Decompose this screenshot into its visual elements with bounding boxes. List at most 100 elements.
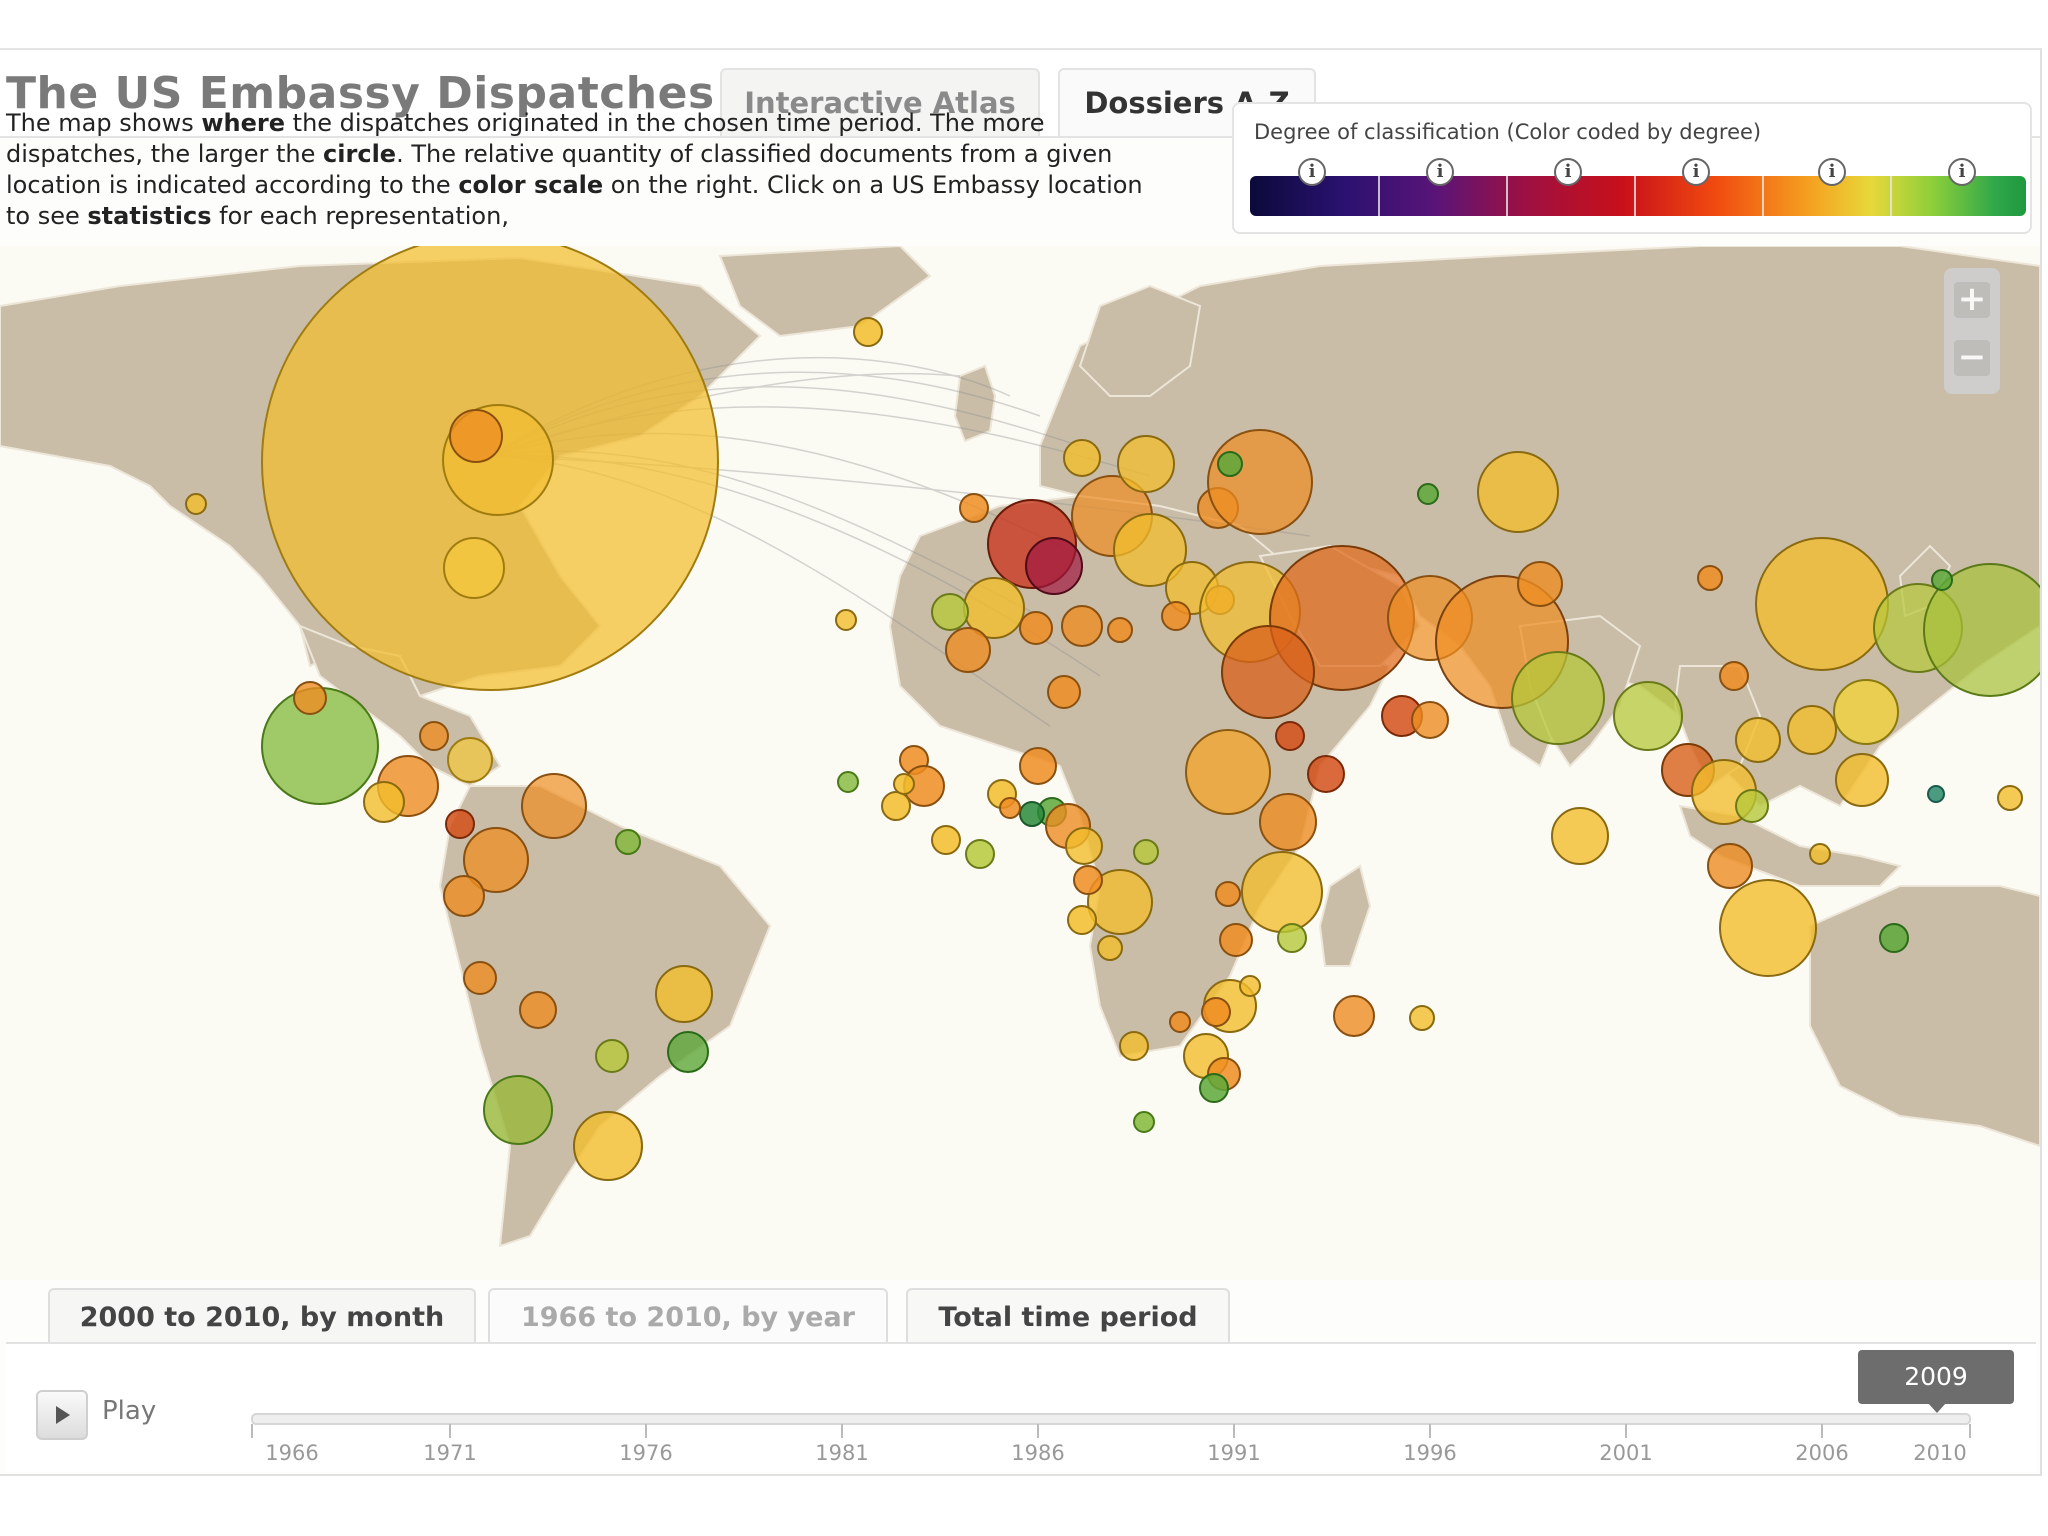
- embassy-circle[interactable]: [1931, 569, 1953, 591]
- embassy-circle[interactable]: [893, 773, 915, 795]
- embassy-circle[interactable]: [1219, 923, 1253, 957]
- embassy-circle[interactable]: [1517, 561, 1563, 607]
- info-icon[interactable]: i: [1818, 158, 1846, 186]
- embassy-circle[interactable]: [1207, 429, 1313, 535]
- embassy-circle[interactable]: [1277, 923, 1307, 953]
- embassy-circle[interactable]: [521, 773, 587, 839]
- timeline-track[interactable]: [251, 1413, 1971, 1425]
- embassy-circle[interactable]: [965, 839, 995, 869]
- embassy-circle[interactable]: [1201, 997, 1231, 1027]
- info-icon[interactable]: i: [1682, 158, 1710, 186]
- embassy-circle[interactable]: [615, 829, 641, 855]
- embassy-circle[interactable]: [1199, 1073, 1229, 1103]
- embassy-circle-jakarta[interactable]: [1719, 879, 1817, 977]
- embassy-circle[interactable]: [881, 791, 911, 821]
- embassy-circle[interactable]: [1735, 789, 1769, 823]
- embassy-circle[interactable]: [573, 1111, 643, 1181]
- embassy-circle[interactable]: [1307, 755, 1345, 793]
- embassy-circle[interactable]: [449, 409, 503, 463]
- embassy-circle[interactable]: [1927, 785, 1945, 803]
- embassy-circle[interactable]: [519, 991, 557, 1029]
- embassy-circle[interactable]: [419, 721, 449, 751]
- selected-year-tooltip[interactable]: 2009: [1858, 1350, 2014, 1404]
- embassy-circle[interactable]: [1417, 483, 1439, 505]
- embassy-circle[interactable]: [1107, 617, 1133, 643]
- embassy-circle[interactable]: [1161, 601, 1191, 631]
- embassy-circle[interactable]: [1061, 605, 1103, 647]
- embassy-circle[interactable]: [1019, 801, 1045, 827]
- embassy-circle-beijing[interactable]: [1755, 537, 1889, 671]
- zoom-out-button[interactable]: −: [1954, 340, 1990, 376]
- zoom-in-button[interactable]: +: [1954, 282, 1990, 318]
- embassy-circle[interactable]: [1087, 869, 1153, 935]
- embassy-circle[interactable]: [1133, 839, 1159, 865]
- play-button[interactable]: [36, 1390, 88, 1440]
- embassy-circle[interactable]: [655, 965, 713, 1023]
- embassy-circle[interactable]: [931, 825, 961, 855]
- tab-interactive-atlas[interactable]: Interactive Atlas: [720, 68, 1040, 136]
- info-icon[interactable]: i: [1948, 158, 1976, 186]
- embassy-circle[interactable]: [1333, 995, 1375, 1037]
- embassy-circle[interactable]: [945, 627, 991, 673]
- embassy-circle[interactable]: [999, 797, 1021, 819]
- embassy-circle[interactable]: [1019, 747, 1057, 785]
- embassy-circle[interactable]: [1735, 717, 1781, 763]
- embassy-circle[interactable]: [1185, 729, 1271, 815]
- tab-total-period[interactable]: Total time period: [906, 1288, 1230, 1344]
- embassy-circle[interactable]: [443, 537, 505, 599]
- world-map-canvas[interactable]: [0, 246, 2040, 1280]
- embassy-circle[interactable]: [853, 317, 883, 347]
- embassy-circle[interactable]: [445, 809, 475, 839]
- embassy-circle[interactable]: [1221, 625, 1315, 719]
- dispatch-circles[interactable]: [185, 246, 2040, 1181]
- embassy-circle[interactable]: [1477, 451, 1559, 533]
- embassy-circle[interactable]: [463, 961, 497, 995]
- embassy-circle[interactable]: [1063, 439, 1101, 477]
- embassy-circle[interactable]: [363, 781, 405, 823]
- embassy-circle[interactable]: [1835, 753, 1889, 807]
- embassy-circle[interactable]: [1241, 851, 1323, 933]
- embassy-circle[interactable]: [1169, 1011, 1191, 1033]
- embassy-circle[interactable]: [595, 1039, 629, 1073]
- embassy-circle[interactable]: [1097, 935, 1123, 961]
- embassy-circle[interactable]: [483, 1075, 553, 1145]
- world-map[interactable]: [0, 246, 2040, 1280]
- embassy-circle-tokyo[interactable]: [1923, 563, 2040, 697]
- embassy-circle[interactable]: [293, 681, 327, 715]
- embassy-circle[interactable]: [1551, 807, 1609, 865]
- embassy-circle[interactable]: [1259, 793, 1317, 851]
- embassy-circle[interactable]: [1879, 923, 1909, 953]
- embassy-circle[interactable]: [1119, 1031, 1149, 1061]
- embassy-circle[interactable]: [1117, 435, 1175, 493]
- timeline-slider[interactable]: 1966 1971 1976 1981 1986 1991 1996 2001 …: [240, 1400, 2000, 1470]
- embassy-circle[interactable]: [1613, 681, 1683, 751]
- embassy-circle[interactable]: [837, 771, 859, 793]
- embassy-circle[interactable]: [1217, 451, 1243, 477]
- embassy-circle[interactable]: [1073, 865, 1103, 895]
- embassy-circle[interactable]: [1833, 679, 1899, 745]
- embassy-circle[interactable]: [1697, 565, 1723, 591]
- embassy-circle[interactable]: [1719, 661, 1749, 691]
- embassy-circle[interactable]: [1411, 701, 1449, 739]
- embassy-circle[interactable]: [931, 593, 969, 631]
- embassy-circle[interactable]: [959, 493, 989, 523]
- tab-by-year[interactable]: 1966 to 2010, by year: [488, 1288, 888, 1344]
- info-icon[interactable]: i: [1426, 158, 1454, 186]
- embassy-circle[interactable]: [1409, 1005, 1435, 1031]
- embassy-circle[interactable]: [1019, 611, 1053, 645]
- info-icon[interactable]: i: [1298, 158, 1326, 186]
- embassy-circle[interactable]: [1215, 881, 1241, 907]
- embassy-circle[interactable]: [1275, 721, 1305, 751]
- embassy-circle[interactable]: [1511, 651, 1605, 745]
- embassy-circle[interactable]: [667, 1031, 709, 1073]
- embassy-circle[interactable]: [835, 609, 857, 631]
- embassy-circle[interactable]: [1025, 537, 1083, 595]
- embassy-circle[interactable]: [1707, 843, 1753, 889]
- info-icon[interactable]: i: [1554, 158, 1582, 186]
- embassy-circle[interactable]: [1239, 975, 1261, 997]
- embassy-circle[interactable]: [1809, 843, 1831, 865]
- embassy-circle[interactable]: [1133, 1111, 1155, 1133]
- tab-by-month[interactable]: 2000 to 2010, by month: [48, 1288, 476, 1344]
- embassy-circle[interactable]: [1787, 705, 1837, 755]
- embassy-circle[interactable]: [1113, 513, 1187, 587]
